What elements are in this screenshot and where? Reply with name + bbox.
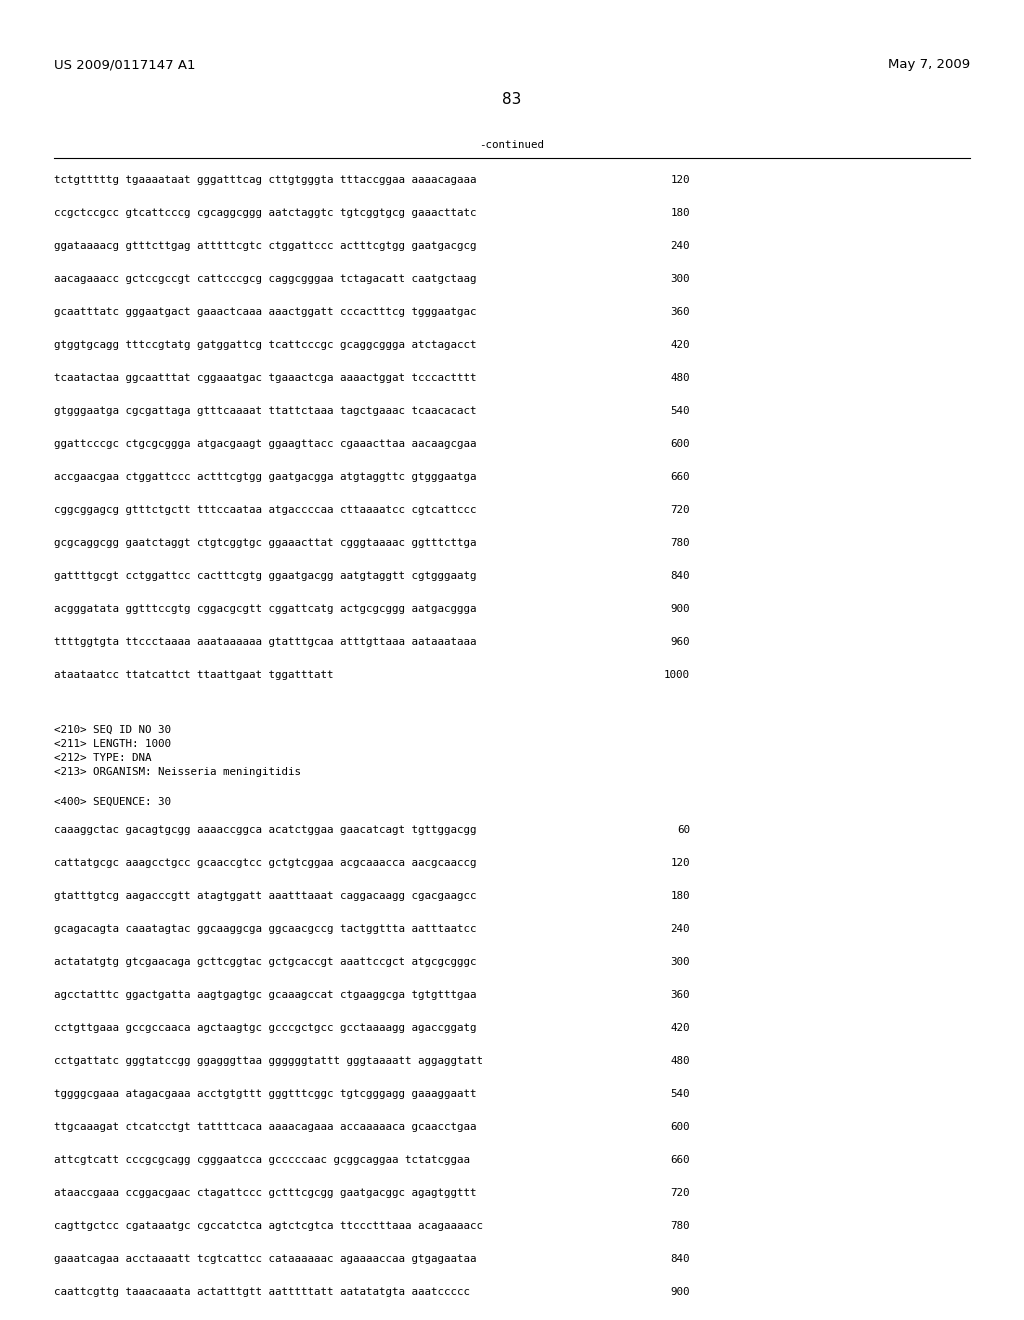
Text: <211> LENGTH: 1000: <211> LENGTH: 1000 bbox=[54, 739, 171, 748]
Text: gaaatcagaa acctaaaatt tcgtcattcc cataaaaaac agaaaaccaa gtgagaataa: gaaatcagaa acctaaaatt tcgtcattcc cataaaa… bbox=[54, 1254, 476, 1265]
Text: 720: 720 bbox=[671, 506, 690, 515]
Text: 540: 540 bbox=[671, 1089, 690, 1100]
Text: 780: 780 bbox=[671, 539, 690, 548]
Text: 420: 420 bbox=[671, 341, 690, 350]
Text: cagttgctcc cgataaatgc cgccatctca agtctcgtca ttccctttaaa acagaaaacc: cagttgctcc cgataaatgc cgccatctca agtctcg… bbox=[54, 1221, 483, 1232]
Text: cggcggagcg gtttctgctt tttccaataa atgaccccaa cttaaaatcc cgtcattccc: cggcggagcg gtttctgctt tttccaataa atgaccc… bbox=[54, 506, 476, 515]
Text: tggggcgaaa atagacgaaa acctgtgttt gggtttcggc tgtcgggagg gaaaggaatt: tggggcgaaa atagacgaaa acctgtgttt gggtttc… bbox=[54, 1089, 476, 1100]
Text: 480: 480 bbox=[671, 374, 690, 383]
Text: <213> ORGANISM: Neisseria meningitidis: <213> ORGANISM: Neisseria meningitidis bbox=[54, 767, 301, 777]
Text: 840: 840 bbox=[671, 1254, 690, 1265]
Text: <210> SEQ ID NO 30: <210> SEQ ID NO 30 bbox=[54, 725, 171, 735]
Text: 120: 120 bbox=[671, 176, 690, 185]
Text: actatatgtg gtcgaacaga gcttcggtac gctgcaccgt aaattccgct atgcgcgggc: actatatgtg gtcgaacaga gcttcggtac gctgcac… bbox=[54, 957, 476, 968]
Text: <212> TYPE: DNA: <212> TYPE: DNA bbox=[54, 752, 152, 763]
Text: 600: 600 bbox=[671, 440, 690, 449]
Text: 660: 660 bbox=[671, 1155, 690, 1166]
Text: 660: 660 bbox=[671, 473, 690, 482]
Text: accgaacgaa ctggattccc actttcgtgg gaatgacgga atgtaggttc gtgggaatga: accgaacgaa ctggattccc actttcgtgg gaatgac… bbox=[54, 473, 476, 482]
Text: ccgctccgcc gtcattcccg cgcaggcggg aatctaggtc tgtcggtgcg gaaacttatc: ccgctccgcc gtcattcccg cgcaggcggg aatctag… bbox=[54, 209, 476, 218]
Text: 83: 83 bbox=[503, 92, 521, 107]
Text: ataaccgaaa ccggacgaac ctagattccc gctttcgcgg gaatgacggc agagtggttt: ataaccgaaa ccggacgaac ctagattccc gctttcg… bbox=[54, 1188, 476, 1199]
Text: 300: 300 bbox=[671, 275, 690, 284]
Text: tctgtttttg tgaaaataat gggatttcag cttgtgggta tttaccggaa aaaacagaaa: tctgtttttg tgaaaataat gggatttcag cttgtgg… bbox=[54, 176, 476, 185]
Text: ggattcccgc ctgcgcggga atgacgaagt ggaagttacc cgaaacttaa aacaagcgaa: ggattcccgc ctgcgcggga atgacgaagt ggaagtt… bbox=[54, 440, 476, 449]
Text: 180: 180 bbox=[671, 891, 690, 902]
Text: 480: 480 bbox=[671, 1056, 690, 1067]
Text: 600: 600 bbox=[671, 1122, 690, 1133]
Text: <400> SEQUENCE: 30: <400> SEQUENCE: 30 bbox=[54, 797, 171, 807]
Text: 240: 240 bbox=[671, 242, 690, 251]
Text: tcaatactaa ggcaatttat cggaaatgac tgaaactcga aaaactggat tcccactttt: tcaatactaa ggcaatttat cggaaatgac tgaaact… bbox=[54, 374, 476, 383]
Text: gtatttgtcg aagacccgtt atagtggatt aaatttaaat caggacaagg cgacgaagcc: gtatttgtcg aagacccgtt atagtggatt aaattta… bbox=[54, 891, 476, 902]
Text: caaaggctac gacagtgcgg aaaaccggca acatctggaa gaacatcagt tgttggacgg: caaaggctac gacagtgcgg aaaaccggca acatctg… bbox=[54, 825, 476, 836]
Text: 300: 300 bbox=[671, 957, 690, 968]
Text: cctgattatc gggtatccgg ggagggttaa ggggggtattt gggtaaaatt aggaggtatt: cctgattatc gggtatccgg ggagggttaa ggggggt… bbox=[54, 1056, 483, 1067]
Text: 180: 180 bbox=[671, 209, 690, 218]
Text: ttgcaaagat ctcatcctgt tattttcaca aaaacagaaa accaaaaaca gcaacctgaa: ttgcaaagat ctcatcctgt tattttcaca aaaacag… bbox=[54, 1122, 476, 1133]
Text: gcagacagta caaatagtac ggcaaggcga ggcaacgccg tactggttta aatttaatcc: gcagacagta caaatagtac ggcaaggcga ggcaacg… bbox=[54, 924, 476, 935]
Text: gtggtgcagg tttccgtatg gatggattcg tcattcccgc gcaggcggga atctagacct: gtggtgcagg tttccgtatg gatggattcg tcattcc… bbox=[54, 341, 476, 350]
Text: gcaatttatc gggaatgact gaaactcaaa aaactggatt cccactttcg tgggaatgac: gcaatttatc gggaatgact gaaactcaaa aaactgg… bbox=[54, 308, 476, 317]
Text: 780: 780 bbox=[671, 1221, 690, 1232]
Text: gattttgcgt cctggattcc cactttcgtg ggaatgacgg aatgtaggtt cgtgggaatg: gattttgcgt cctggattcc cactttcgtg ggaatga… bbox=[54, 572, 476, 581]
Text: 360: 360 bbox=[671, 990, 690, 1001]
Text: May 7, 2009: May 7, 2009 bbox=[888, 58, 970, 71]
Text: attcgtcatt cccgcgcagg cgggaatcca gcccccaac gcggcaggaa tctatcggaa: attcgtcatt cccgcgcagg cgggaatcca gccccca… bbox=[54, 1155, 470, 1166]
Text: 540: 540 bbox=[671, 407, 690, 416]
Text: US 2009/0117147 A1: US 2009/0117147 A1 bbox=[54, 58, 196, 71]
Text: 60: 60 bbox=[677, 825, 690, 836]
Text: acgggatata ggtttccgtg cggacgcgtt cggattcatg actgcgcggg aatgacggga: acgggatata ggtttccgtg cggacgcgtt cggattc… bbox=[54, 605, 476, 614]
Text: 840: 840 bbox=[671, 572, 690, 581]
Text: ttttggtgta ttccctaaaa aaataaaaaa gtatttgcaa atttgttaaa aataaataaa: ttttggtgta ttccctaaaa aaataaaaaa gtatttg… bbox=[54, 638, 476, 647]
Text: 900: 900 bbox=[671, 605, 690, 614]
Text: cctgttgaaa gccgccaaca agctaagtgc gcccgctgcc gcctaaaagg agaccggatg: cctgttgaaa gccgccaaca agctaagtgc gcccgct… bbox=[54, 1023, 476, 1034]
Text: caattcgttg taaacaaata actatttgtt aatttttatt aatatatgta aaatccccc: caattcgttg taaacaaata actatttgtt aattttt… bbox=[54, 1287, 470, 1298]
Text: 720: 720 bbox=[671, 1188, 690, 1199]
Text: 1000: 1000 bbox=[664, 671, 690, 680]
Text: ataataatcc ttatcattct ttaattgaat tggatttatt: ataataatcc ttatcattct ttaattgaat tggattt… bbox=[54, 671, 334, 680]
Text: -continued: -continued bbox=[479, 140, 545, 150]
Text: 900: 900 bbox=[671, 1287, 690, 1298]
Text: cattatgcgc aaagcctgcc gcaaccgtcc gctgtcggaa acgcaaacca aacgcaaccg: cattatgcgc aaagcctgcc gcaaccgtcc gctgtcg… bbox=[54, 858, 476, 869]
Text: 360: 360 bbox=[671, 308, 690, 317]
Text: aacagaaacc gctccgccgt cattcccgcg caggcgggaa tctagacatt caatgctaag: aacagaaacc gctccgccgt cattcccgcg caggcgg… bbox=[54, 275, 476, 284]
Text: gcgcaggcgg gaatctaggt ctgtcggtgc ggaaacttat cgggtaaaac ggtttcttga: gcgcaggcgg gaatctaggt ctgtcggtgc ggaaact… bbox=[54, 539, 476, 548]
Text: agcctatttc ggactgatta aagtgagtgc gcaaagccat ctgaaggcga tgtgtttgaa: agcctatttc ggactgatta aagtgagtgc gcaaagc… bbox=[54, 990, 476, 1001]
Text: 960: 960 bbox=[671, 638, 690, 647]
Text: 240: 240 bbox=[671, 924, 690, 935]
Text: ggataaaacg gtttcttgag atttttcgtc ctggattccc actttcgtgg gaatgacgcg: ggataaaacg gtttcttgag atttttcgtc ctggatt… bbox=[54, 242, 476, 251]
Text: 120: 120 bbox=[671, 858, 690, 869]
Text: 420: 420 bbox=[671, 1023, 690, 1034]
Text: gtgggaatga cgcgattaga gtttcaaaat ttattctaaa tagctgaaac tcaacacact: gtgggaatga cgcgattaga gtttcaaaat ttattct… bbox=[54, 407, 476, 416]
